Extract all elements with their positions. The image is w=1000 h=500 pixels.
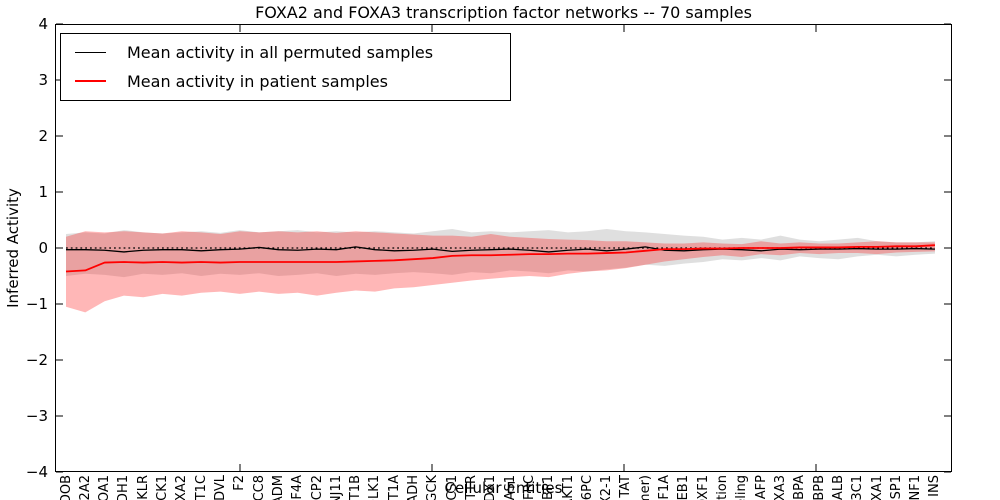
x-tick-label: HMGCS1 [445,475,460,500]
x-tick-label: GCK [425,475,441,500]
x-axis-label: Cellular Entities [444,479,563,497]
y-tick-label: −4 [25,463,48,481]
x-tick-label: KCNJ11 [328,475,344,500]
x-tick-label: PCK1 [155,475,171,500]
x-tick-label: DLK1 [367,475,383,500]
x-tick-label: HNF1A (dimer) [638,475,653,500]
permuted-band [66,228,935,278]
x-tick-label: chromatin remodeling [734,475,749,500]
x-tick-label: INS [927,475,943,497]
y-tick-label: −1 [25,295,48,313]
x-tick-label: CPT1A [386,475,402,500]
x-tick-label: NR3C1 [850,475,866,500]
x-tick-label: FOXA3 [772,475,788,500]
patient-band [66,231,935,313]
x-tick-label: FOXA2 [174,475,190,500]
chart-title: FOXA2 and FOXA3 transcription factor net… [255,3,752,22]
x-tick-label: UCP2 [309,475,325,500]
x-tick-label: TTR [464,475,479,500]
legend: Mean activity in all permuted samples Me… [60,33,511,101]
x-tick-label: AFP [753,475,769,500]
x-tick-label: AKT1 [560,475,576,500]
x-tick-label: CEBPA [792,475,808,500]
x-tick-label: FOXF1 [695,475,711,500]
x-tick-label: TFRC [521,475,537,500]
x-tick-label: ACADVL [213,475,228,500]
x-tick-label: HNF4A [290,475,306,500]
x-tick-label: PKLR [135,475,151,500]
x-tick-label: ACADM [270,475,286,500]
x-tick-label: HADH [406,475,422,500]
legend-label: Mean activity in patient samples [127,71,388,91]
x-tick-label: SP1 [888,475,904,500]
legend-label: Mean activity in all permuted samples [127,43,434,63]
x-tick-label: ABCC8 [251,475,267,500]
y-tick-label: −2 [25,351,48,369]
x-tick-label: CPT1B [348,475,364,500]
x-tick-label: BDH1 [116,475,132,500]
x-tick-label: IGFBP1 [541,475,557,500]
x-tick-label: response to starvation [715,475,730,500]
plot-border [55,24,952,472]
x-tick-label: CPT1C [193,475,209,500]
x-tick-label: TAT [618,475,634,498]
x-tick-label: NF1 [908,475,924,500]
y-tick-label: 1 [38,183,48,201]
x-tick-label: ALDOB [58,475,74,500]
x-tick-label: F2 [232,475,248,491]
x-tick-label: G6PC [579,475,595,500]
y-tick-label: 4 [38,15,48,33]
x-tick-label: HNF1A [657,475,673,500]
legend-item-patient: Mean activity in patient samples [61,72,510,91]
y-tick-label: 2 [38,127,48,145]
x-tick-label: NKX2-1 [599,475,615,500]
y-tick-label: −3 [25,407,48,425]
x-tick-label: SLC2A2 [78,475,93,500]
legend-line-swatch-black [75,52,106,54]
permuted-mean-line [66,246,935,253]
x-tick-label: ALB [830,475,846,500]
x-tick-label: ALAS1 [502,475,518,500]
y-tick-label: 0 [38,239,48,257]
x-tick-label: CEBPB [811,475,827,500]
x-tick-label: CREB1 [676,475,692,500]
legend-line-swatch-red [75,80,106,83]
x-tick-label: FOXA1 [869,475,885,500]
legend-item-permuted: Mean activity in all permuted samples [61,43,510,62]
patient-mean-line [65,244,936,273]
y-tick-label: 3 [38,71,48,89]
x-tick-label: PDX1 [483,475,499,500]
x-tick-label: APOA1 [97,475,113,500]
